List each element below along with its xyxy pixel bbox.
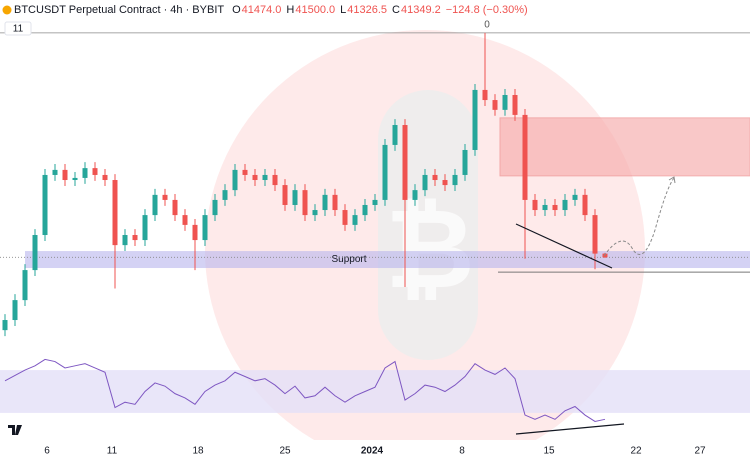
x-tick-label: 6 bbox=[44, 446, 50, 457]
ohlc-value: 41474.0 bbox=[242, 4, 282, 16]
ohlc-key: C bbox=[392, 4, 400, 16]
ohlc-value: 41349.2 bbox=[401, 4, 441, 16]
x-tick-label: 2024 bbox=[361, 446, 384, 457]
candle-body bbox=[412, 190, 418, 200]
ohlc-value: 41500.0 bbox=[295, 4, 335, 16]
candle-body bbox=[432, 174, 438, 181]
ohlc-key: L bbox=[340, 4, 346, 16]
candle-body bbox=[32, 235, 38, 271]
ohlc-key: H bbox=[286, 4, 294, 16]
rsi-band bbox=[0, 370, 750, 413]
candle-body bbox=[142, 215, 148, 241]
candle-body bbox=[42, 174, 48, 236]
candle-body bbox=[82, 168, 88, 178]
candle-body bbox=[402, 125, 408, 200]
ohlc-value: 41326.5 bbox=[347, 4, 387, 16]
candle-body bbox=[602, 253, 608, 258]
candle-body bbox=[542, 204, 548, 211]
peak-label: 0 bbox=[484, 20, 490, 31]
x-tick-label: 15 bbox=[543, 446, 555, 457]
x-tick-label: 27 bbox=[694, 446, 706, 457]
candle-body bbox=[282, 185, 288, 205]
svg-text:₿: ₿ bbox=[385, 188, 475, 311]
candle-body bbox=[92, 168, 98, 175]
time-axis bbox=[0, 440, 750, 461]
candle-body bbox=[172, 199, 178, 216]
candle-body bbox=[52, 169, 58, 175]
support-zone bbox=[25, 251, 750, 269]
candle-body bbox=[12, 300, 18, 321]
indicator-label: 11 bbox=[13, 24, 24, 35]
x-tick-label: 22 bbox=[630, 446, 642, 457]
candle-body bbox=[302, 190, 308, 216]
candle-body bbox=[102, 174, 108, 181]
candle-body bbox=[222, 190, 228, 200]
candle-body bbox=[182, 215, 188, 225]
candle-body bbox=[112, 180, 118, 246]
candle-body bbox=[452, 174, 458, 186]
candle-body bbox=[482, 89, 488, 101]
candle-body bbox=[332, 194, 338, 211]
header-title: BTCUSDT Perpetual Contract · 4h · BYBIT bbox=[14, 4, 224, 16]
candle-body bbox=[312, 210, 318, 216]
ohlc-key: O bbox=[232, 4, 241, 16]
candle-body bbox=[592, 215, 598, 254]
candle-body bbox=[2, 320, 8, 331]
candle-body bbox=[532, 199, 538, 211]
candle-body bbox=[162, 194, 168, 200]
x-tick-label: 11 bbox=[107, 446, 118, 457]
candle-body bbox=[562, 199, 568, 211]
tv-logo bbox=[8, 425, 22, 435]
candle-body bbox=[422, 174, 428, 191]
candle-body bbox=[582, 194, 588, 216]
candle-body bbox=[72, 177, 78, 181]
support-label: Support bbox=[331, 254, 366, 265]
candle-body bbox=[552, 204, 558, 211]
candle-body bbox=[492, 100, 498, 110]
x-tick-label: 18 bbox=[192, 446, 204, 457]
x-tick-label: 25 bbox=[279, 446, 291, 457]
candle-body bbox=[272, 174, 278, 186]
candle-body bbox=[192, 224, 198, 241]
candle-body bbox=[472, 89, 478, 150]
plot: Support 0 bbox=[0, 20, 750, 422]
candle-body bbox=[62, 169, 68, 181]
candle-body bbox=[512, 94, 518, 115]
ohlc-change: −124.8 (−0.30%) bbox=[446, 4, 528, 16]
candle-body bbox=[232, 169, 238, 191]
candle-body bbox=[392, 125, 398, 145]
candle-body bbox=[372, 199, 378, 205]
candle-body bbox=[342, 210, 348, 225]
x-tick-label: 8 bbox=[459, 446, 465, 457]
candle-body bbox=[572, 194, 578, 200]
candle-body bbox=[352, 215, 358, 225]
drawings bbox=[515, 176, 676, 435]
indicator-box[interactable] bbox=[4, 21, 32, 36]
candle-body bbox=[132, 235, 138, 241]
supply-zone bbox=[499, 117, 750, 177]
candle-body bbox=[362, 204, 368, 216]
candle-body bbox=[122, 235, 128, 246]
candle-body bbox=[382, 144, 388, 200]
candle-body bbox=[502, 94, 508, 110]
header-bg bbox=[0, 0, 750, 20]
candle-body bbox=[22, 270, 28, 301]
symbol-icon bbox=[2, 5, 12, 15]
candle-body bbox=[322, 194, 328, 211]
rsi-line bbox=[4, 358, 606, 422]
candle-body bbox=[292, 190, 298, 205]
candle-body bbox=[462, 149, 468, 175]
candle-body bbox=[202, 215, 208, 241]
candle-body bbox=[252, 174, 258, 181]
candle-body bbox=[262, 174, 268, 181]
candle-body bbox=[522, 114, 528, 200]
candle-body bbox=[212, 199, 218, 216]
candle-body bbox=[152, 194, 158, 216]
candle-body bbox=[242, 169, 248, 175]
candle-body bbox=[442, 180, 448, 186]
